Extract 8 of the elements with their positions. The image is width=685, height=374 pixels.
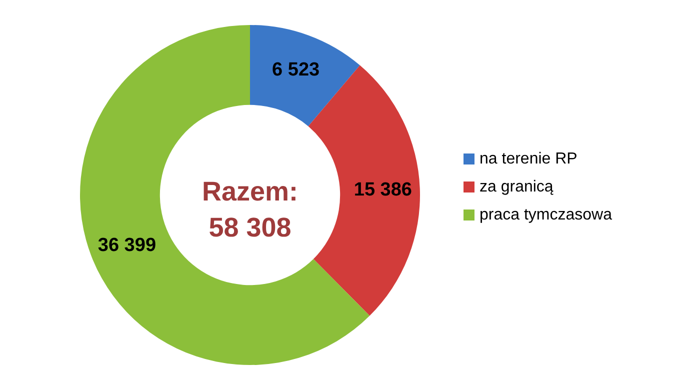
- legend-label: na terenie RP: [480, 150, 578, 168]
- legend-label: za granicą: [480, 178, 554, 196]
- data-label: 6 523: [272, 60, 320, 81]
- data-label: 36 399: [98, 235, 156, 256]
- text: Razem:: [202, 176, 298, 206]
- data-label: 15 386: [354, 179, 412, 200]
- text: 58 308: [208, 212, 292, 242]
- legend-label: praca tymczasowa: [480, 206, 612, 224]
